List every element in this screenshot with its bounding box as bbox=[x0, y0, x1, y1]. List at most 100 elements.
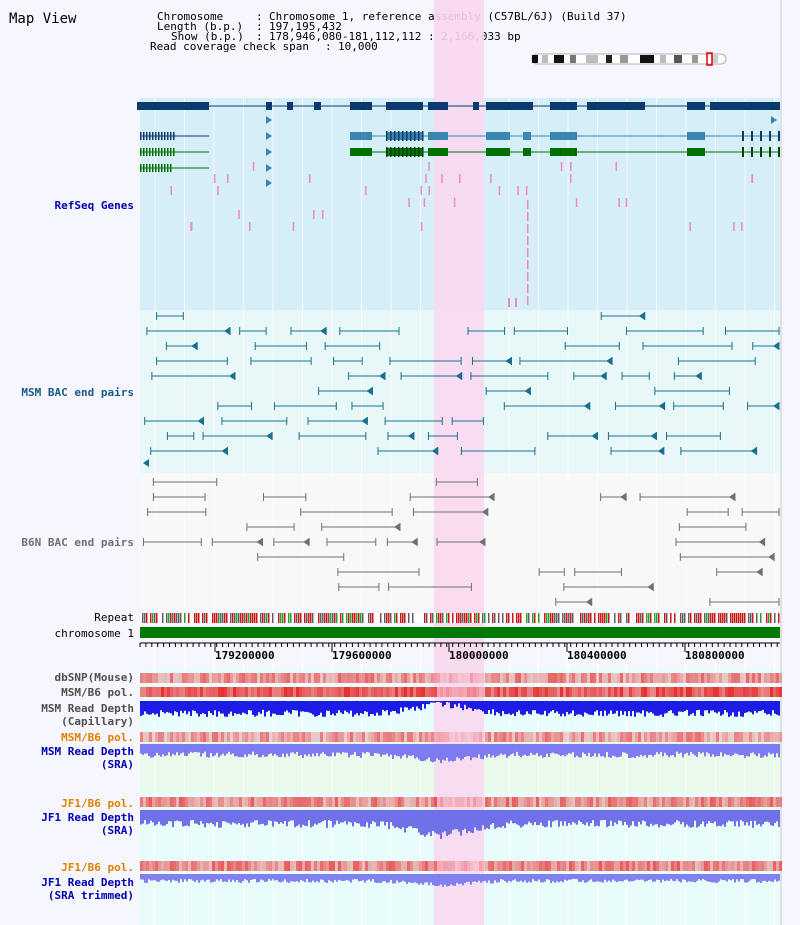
msm-pol-strip bbox=[734, 687, 737, 697]
jf1-depth-trim-bar bbox=[478, 874, 480, 881]
track-label-msm-depth-sra[interactable]: MSM Read Depth bbox=[41, 745, 134, 758]
msm-pol-strip bbox=[767, 687, 770, 697]
jf1-pol2-strip bbox=[254, 861, 257, 871]
msm-pol2-strip bbox=[734, 732, 737, 742]
msm-depth-sra-bar bbox=[314, 744, 316, 757]
track-label-b6n-bac[interactable]: B6N BAC end pairs bbox=[21, 536, 134, 549]
msm-depth-sra-bar bbox=[342, 744, 344, 753]
msm-depth-cap-bar bbox=[412, 701, 414, 707]
dbsnp-strip bbox=[365, 673, 368, 683]
dbsnp-strip bbox=[419, 673, 422, 683]
msm-pol-strip bbox=[338, 687, 341, 697]
msm-pol2-strip bbox=[689, 732, 692, 742]
dbsnp-strip bbox=[170, 673, 173, 683]
msm-depth-cap-bar bbox=[418, 701, 420, 709]
track-label-refseq[interactable]: RefSeq Genes bbox=[54, 199, 134, 212]
track-label-repeat[interactable]: Repeat bbox=[94, 611, 134, 624]
msm-pol-strip bbox=[410, 687, 413, 697]
track-label-msm-pol-2[interactable]: MSM/B6 pol. bbox=[61, 731, 134, 744]
jf1-pol-strip bbox=[302, 797, 305, 807]
msm-depth-sra-bar bbox=[438, 744, 440, 761]
msm-pol-strip bbox=[197, 687, 200, 697]
track-label-msm-depth-cap[interactable]: MSM Read Depth bbox=[41, 702, 134, 715]
jf1-pol-strip bbox=[515, 797, 518, 807]
msm-depth-sra-bar bbox=[446, 744, 448, 758]
jf1-depth-sra-bar bbox=[234, 810, 236, 824]
track-label-jf1-pol[interactable]: JF1/B6 pol. bbox=[61, 797, 134, 810]
jf1-pol-strip bbox=[191, 797, 194, 807]
msm-pol-strip bbox=[239, 687, 242, 697]
jf1-depth-trim-bar bbox=[536, 874, 538, 882]
msm-depth-sra-bar bbox=[430, 744, 432, 762]
jf1-depth-sra-bar bbox=[290, 810, 292, 821]
jf1-depth-sra-bar bbox=[370, 810, 372, 825]
dbsnp-strip bbox=[620, 673, 623, 683]
jf1-depth-trim-bar bbox=[432, 874, 434, 886]
jf1-depth-trim-bar bbox=[500, 874, 502, 880]
msm-pol-strip bbox=[656, 687, 659, 697]
jf1-depth-trim-bar bbox=[714, 874, 716, 883]
msm-depth-sra-bar bbox=[164, 744, 166, 757]
jf1-pol-strip bbox=[527, 797, 530, 807]
msm-pol-strip bbox=[737, 687, 740, 697]
msm-depth-sra-bar bbox=[664, 744, 666, 753]
jf1-pol2-strip bbox=[443, 861, 446, 871]
msm-pol2-strip bbox=[284, 732, 287, 742]
dbsnp-strip bbox=[662, 673, 665, 683]
jf1-pol2-strip bbox=[287, 861, 290, 871]
jf1-pol2-strip bbox=[509, 861, 512, 871]
msm-depth-sra-bar bbox=[418, 744, 420, 760]
track-label-msm-pol[interactable]: MSM/B6 pol. bbox=[61, 686, 134, 699]
track-label-dbsnp[interactable]: dbSNP(Mouse) bbox=[54, 671, 134, 684]
jf1-pol2-strip bbox=[572, 861, 575, 871]
jf1-depth-sra-bar bbox=[706, 810, 708, 824]
track-label-chromosome[interactable]: chromosome 1 bbox=[54, 627, 134, 640]
jf1-pol-strip bbox=[410, 797, 413, 807]
dbsnp-strip bbox=[263, 673, 266, 683]
msm-pol-strip bbox=[251, 687, 254, 697]
track-label-msm-bac[interactable]: MSM BAC end pairs bbox=[21, 386, 134, 399]
jf1-pol2-strip bbox=[779, 861, 782, 871]
msm-depth-sra-bar bbox=[312, 744, 314, 754]
msm-depth-sra-bar bbox=[324, 744, 326, 755]
jf1-depth-trim-bar bbox=[558, 874, 560, 883]
msm-pol-strip bbox=[398, 687, 401, 697]
jf1-pol2-strip bbox=[701, 861, 704, 871]
jf1-depth-trim-bar bbox=[656, 874, 658, 880]
msm-pol-strip bbox=[221, 687, 224, 697]
msm-pol-strip bbox=[383, 687, 386, 697]
msm-pol2-strip bbox=[233, 732, 236, 742]
msm-pol-strip bbox=[497, 687, 500, 697]
jf1-pol-strip bbox=[533, 797, 536, 807]
jf1-pol2-strip bbox=[338, 861, 341, 871]
refseq-est bbox=[420, 222, 423, 231]
jf1-pol-strip bbox=[257, 797, 260, 807]
track-label-jf1-depth-trim[interactable]: JF1 Read Depth bbox=[41, 876, 134, 889]
jf1-depth-trim-bar bbox=[504, 874, 506, 882]
jf1-depth-sra-bar bbox=[398, 810, 400, 829]
jf1-depth-trim-bar bbox=[162, 874, 164, 880]
msm-pol2-strip bbox=[158, 732, 161, 742]
chromosome-ideogram[interactable] bbox=[528, 52, 730, 66]
msm-pol2-strip bbox=[467, 732, 470, 742]
msm-pol2-strip bbox=[269, 732, 272, 742]
jf1-pol-strip bbox=[461, 797, 464, 807]
jf1-pol-strip bbox=[719, 797, 722, 807]
jf1-depth-sra-bar bbox=[264, 810, 266, 826]
track-label-jf1-pol-2[interactable]: JF1/B6 pol. bbox=[61, 861, 134, 874]
msm-depth-sra-bar bbox=[464, 744, 466, 757]
jf1-depth-trim-bar bbox=[238, 874, 240, 883]
msm-pol2-strip bbox=[500, 732, 503, 742]
jf1-depth-sra-bar bbox=[770, 810, 772, 826]
jf1-depth-sra-bar bbox=[754, 810, 756, 821]
jf1-depth-sra-bar bbox=[270, 810, 272, 822]
dbsnp-strip bbox=[239, 673, 242, 683]
jf1-pol-strip bbox=[707, 797, 710, 807]
jf1-depth-trim-bar bbox=[552, 874, 554, 882]
jf1-pol2-strip bbox=[347, 861, 350, 871]
msm-depth-sra-bar bbox=[366, 744, 368, 752]
msm-pol2-strip bbox=[626, 732, 629, 742]
track-label-jf1-depth-sra[interactable]: JF1 Read Depth bbox=[41, 811, 134, 824]
jf1-pol-strip bbox=[314, 797, 317, 807]
